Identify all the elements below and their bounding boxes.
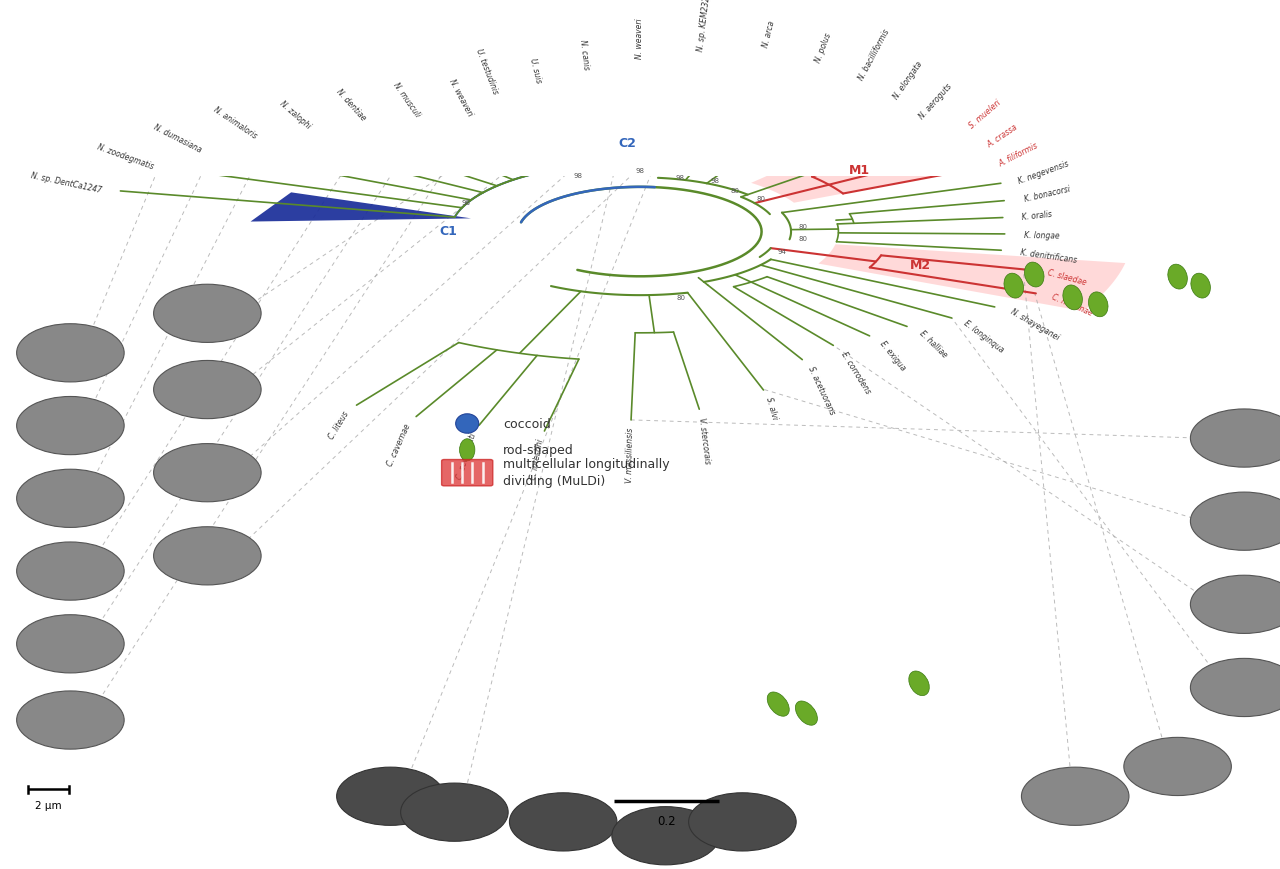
- Circle shape: [1021, 767, 1129, 826]
- Text: A. crassa: A. crassa: [986, 123, 1019, 149]
- Ellipse shape: [460, 439, 475, 461]
- Text: V. massiliensis: V. massiliensis: [625, 428, 635, 483]
- Circle shape: [689, 793, 796, 851]
- Circle shape: [17, 469, 124, 527]
- Text: N. zoodegmatis: N. zoodegmatis: [96, 143, 155, 171]
- Ellipse shape: [1190, 274, 1211, 299]
- Text: N. polus: N. polus: [814, 31, 833, 63]
- Ellipse shape: [1062, 286, 1083, 310]
- Text: C. huminae: C. huminae: [1051, 293, 1094, 318]
- Text: M2: M2: [910, 258, 931, 271]
- Text: U. testudinis: U. testudinis: [474, 48, 499, 96]
- Text: C. slaedae: C. slaedae: [1047, 269, 1088, 287]
- Text: 2 μm: 2 μm: [36, 800, 61, 811]
- Text: N. sp. KEM232: N. sp. KEM232: [696, 0, 712, 51]
- Circle shape: [154, 361, 261, 419]
- Text: N. dumasiana: N. dumasiana: [152, 123, 204, 154]
- Text: C. intestini: C. intestini: [530, 438, 545, 480]
- Text: A. filiformis: A. filiformis: [997, 142, 1039, 169]
- Text: 80: 80: [730, 188, 739, 194]
- Text: N. zalophi: N. zalophi: [278, 99, 312, 130]
- Text: 80: 80: [799, 224, 808, 230]
- Text: E. exigua: E. exigua: [878, 339, 908, 372]
- Circle shape: [154, 444, 261, 502]
- Text: K. bonacorsi: K. bonacorsi: [1023, 185, 1071, 204]
- Text: C. liteus: C. liteus: [326, 409, 351, 441]
- Text: N. musculi: N. musculi: [392, 81, 422, 118]
- Text: C. cavernae: C. cavernae: [385, 421, 412, 467]
- Circle shape: [17, 542, 124, 600]
- Ellipse shape: [1088, 293, 1108, 317]
- Text: E. corrodens: E. corrodens: [840, 349, 873, 395]
- Text: E. longinqua: E. longinqua: [963, 319, 1006, 355]
- FancyBboxPatch shape: [442, 460, 493, 487]
- Circle shape: [17, 615, 124, 673]
- Circle shape: [1190, 493, 1280, 551]
- Text: 80: 80: [799, 235, 808, 242]
- Ellipse shape: [795, 701, 818, 726]
- Circle shape: [154, 285, 261, 343]
- Text: K. oralis: K. oralis: [1021, 210, 1052, 222]
- Ellipse shape: [1004, 274, 1024, 299]
- Text: N. arca: N. arca: [762, 20, 777, 49]
- Text: 98: 98: [462, 200, 471, 205]
- Polygon shape: [251, 193, 471, 222]
- Text: 94: 94: [777, 249, 786, 255]
- Ellipse shape: [909, 671, 929, 696]
- Ellipse shape: [1167, 265, 1188, 289]
- Ellipse shape: [456, 415, 479, 434]
- Circle shape: [17, 691, 124, 749]
- Text: rod-shaped: rod-shaped: [503, 444, 573, 457]
- Text: 98: 98: [635, 169, 645, 174]
- Text: U. suis: U. suis: [527, 57, 543, 83]
- Text: K. denitrificans: K. denitrificans: [1020, 248, 1078, 264]
- Circle shape: [1190, 659, 1280, 717]
- Circle shape: [1124, 738, 1231, 796]
- Ellipse shape: [1024, 262, 1044, 288]
- Circle shape: [1190, 409, 1280, 468]
- Text: 0.2: 0.2: [658, 813, 676, 826]
- Text: N. weaveri: N. weaveri: [635, 18, 645, 59]
- Text: C1: C1: [439, 225, 457, 238]
- Text: C. sedimenti: C. sedimenti: [456, 431, 477, 480]
- Text: 98: 98: [710, 177, 719, 183]
- Text: E. halliae: E. halliae: [918, 328, 948, 360]
- Ellipse shape: [767, 693, 790, 716]
- Text: M1: M1: [849, 163, 869, 176]
- Circle shape: [154, 527, 261, 585]
- Text: N. sp. DentCa1247: N. sp. DentCa1247: [31, 171, 102, 195]
- Polygon shape: [751, 83, 1114, 203]
- Text: 80: 80: [676, 295, 685, 301]
- Circle shape: [612, 806, 719, 865]
- Text: N. weaveri: N. weaveri: [448, 77, 475, 117]
- Circle shape: [509, 793, 617, 851]
- Text: coccoid: coccoid: [503, 417, 550, 430]
- Text: N. shayeganei: N. shayeganei: [1009, 308, 1061, 342]
- Circle shape: [337, 767, 444, 826]
- Polygon shape: [818, 245, 1125, 312]
- Text: V. stercorais: V. stercorais: [698, 416, 712, 464]
- Text: N. dentiae: N. dentiae: [334, 88, 367, 123]
- Text: 98: 98: [573, 173, 582, 179]
- Polygon shape: [408, 23, 709, 166]
- Text: S. acetuorans: S. acetuorans: [806, 365, 837, 416]
- Circle shape: [17, 397, 124, 455]
- Text: N. aeroguts: N. aeroguts: [918, 82, 954, 121]
- Text: N. elongata: N. elongata: [892, 60, 924, 101]
- Text: K. longae: K. longae: [1024, 230, 1060, 240]
- Text: C2: C2: [618, 136, 636, 149]
- Circle shape: [1190, 575, 1280, 634]
- Text: N. bacilliformis: N. bacilliformis: [858, 28, 892, 82]
- Text: 98: 98: [676, 175, 685, 181]
- Circle shape: [401, 783, 508, 841]
- Circle shape: [17, 324, 124, 382]
- Text: N. animaloris: N. animaloris: [211, 105, 259, 141]
- Text: 80: 80: [756, 196, 765, 202]
- Text: S. alvi: S. alvi: [764, 396, 780, 421]
- Text: N. canis: N. canis: [577, 39, 590, 70]
- Text: multicellular longitudinally
dividing (MuLDi): multicellular longitudinally dividing (M…: [503, 457, 669, 488]
- Text: S. mueleri: S. mueleri: [968, 98, 1002, 130]
- Text: K. negevensis: K. negevensis: [1018, 159, 1070, 186]
